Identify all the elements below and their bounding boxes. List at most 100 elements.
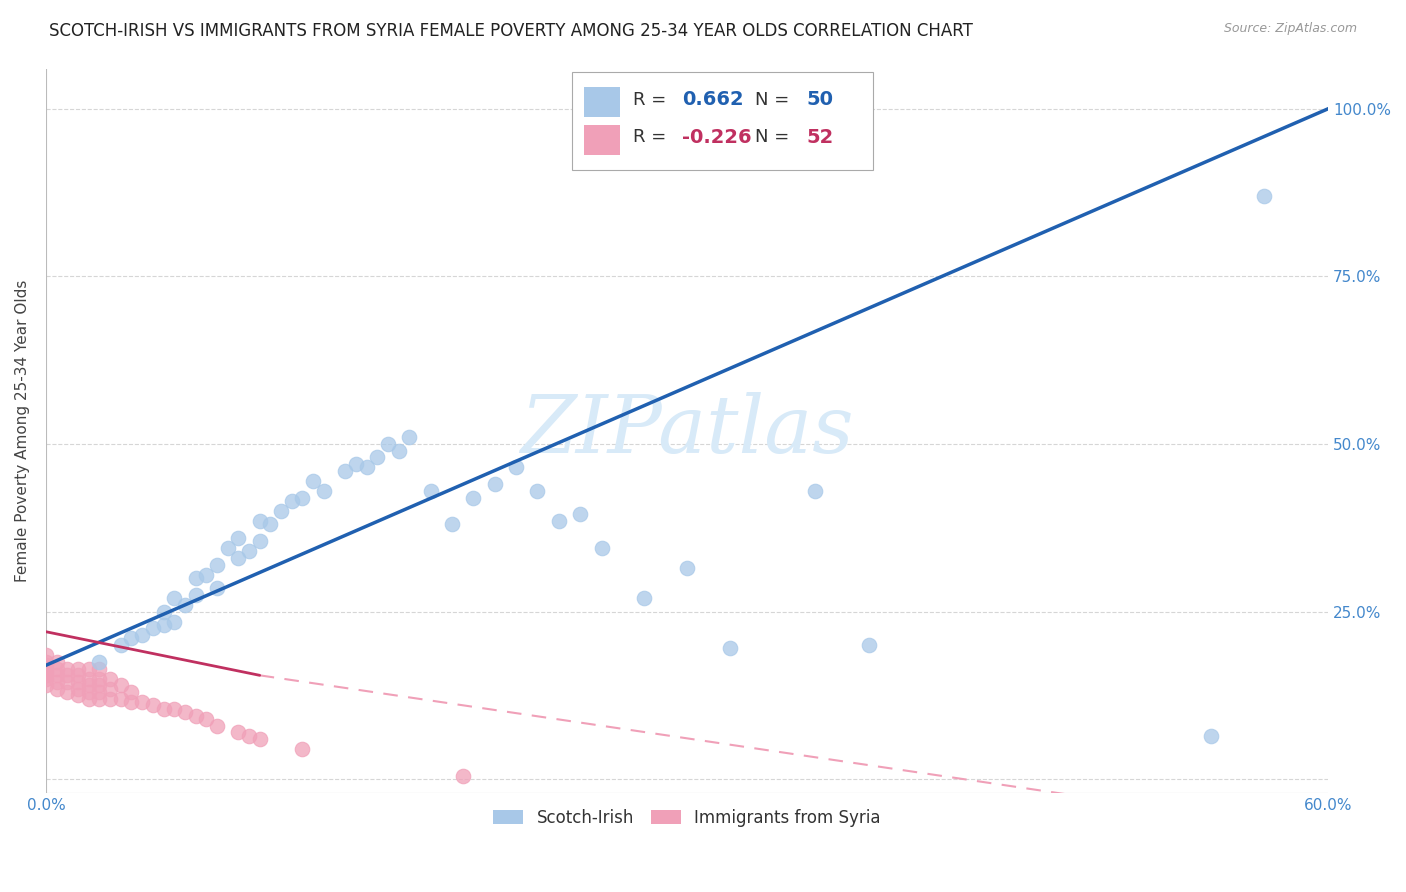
Point: [366, 450, 388, 465]
Point: [858, 638, 880, 652]
Point: [226, 531, 249, 545]
Point: [89, 655, 111, 669]
Point: [35, 665, 58, 679]
Point: [152, 605, 174, 619]
Point: [56, 685, 79, 699]
Point: [451, 769, 474, 783]
Point: [173, 705, 195, 719]
Point: [142, 621, 165, 635]
Point: [226, 551, 249, 566]
Point: [56, 668, 79, 682]
Point: [35, 668, 58, 682]
Point: [152, 618, 174, 632]
Point: [718, 641, 741, 656]
Point: [35, 672, 58, 686]
Point: [163, 702, 186, 716]
Point: [591, 541, 613, 555]
Point: [238, 544, 260, 558]
Point: [110, 691, 132, 706]
Point: [184, 708, 207, 723]
Point: [98, 672, 121, 686]
Point: [110, 678, 132, 692]
Point: [66, 675, 89, 690]
Point: [1253, 189, 1275, 203]
Point: [505, 460, 527, 475]
Point: [259, 517, 281, 532]
Point: [66, 681, 89, 696]
Bar: [585, 87, 620, 117]
Point: [120, 695, 142, 709]
Point: [398, 430, 420, 444]
Point: [89, 678, 111, 692]
Point: [270, 504, 292, 518]
Point: [249, 731, 271, 746]
Point: [184, 571, 207, 585]
Point: [66, 662, 89, 676]
Point: [120, 632, 142, 646]
Point: [45, 668, 67, 682]
Point: [77, 678, 100, 692]
Point: [120, 685, 142, 699]
Point: [291, 491, 314, 505]
Point: [440, 517, 463, 532]
Text: SCOTCH-IRISH VS IMMIGRANTS FROM SYRIA FEMALE POVERTY AMONG 25-34 YEAR OLDS CORRE: SCOTCH-IRISH VS IMMIGRANTS FROM SYRIA FE…: [49, 22, 973, 40]
Point: [77, 691, 100, 706]
Point: [291, 742, 314, 756]
Text: Source: ZipAtlas.com: Source: ZipAtlas.com: [1223, 22, 1357, 36]
Point: [526, 483, 548, 498]
Point: [35, 662, 58, 676]
Legend: Scotch-Irish, Immigrants from Syria: Scotch-Irish, Immigrants from Syria: [485, 800, 889, 835]
Point: [205, 581, 228, 595]
Point: [205, 558, 228, 572]
Point: [89, 662, 111, 676]
Point: [35, 648, 58, 663]
Text: ZIPatlas: ZIPatlas: [520, 392, 853, 469]
Point: [484, 477, 506, 491]
Point: [89, 691, 111, 706]
Text: 52: 52: [806, 128, 834, 147]
Point: [66, 668, 89, 682]
Point: [110, 638, 132, 652]
Point: [56, 662, 79, 676]
Point: [35, 678, 58, 692]
Point: [1199, 729, 1222, 743]
Point: [184, 588, 207, 602]
Point: [419, 483, 441, 498]
Point: [195, 712, 218, 726]
Point: [89, 685, 111, 699]
Point: [142, 698, 165, 713]
Point: [356, 460, 378, 475]
Point: [45, 655, 67, 669]
Text: 0.662: 0.662: [682, 90, 744, 109]
Point: [344, 457, 367, 471]
Point: [377, 437, 399, 451]
Point: [152, 702, 174, 716]
Point: [387, 443, 409, 458]
FancyBboxPatch shape: [572, 72, 873, 169]
Point: [217, 541, 239, 555]
Point: [163, 591, 186, 606]
Point: [280, 494, 302, 508]
Point: [302, 474, 325, 488]
Text: R =: R =: [633, 128, 672, 146]
Point: [547, 514, 569, 528]
Point: [35, 658, 58, 673]
Bar: [585, 125, 620, 154]
Point: [195, 567, 218, 582]
Point: [45, 662, 67, 676]
Point: [77, 662, 100, 676]
Point: [804, 483, 827, 498]
Point: [35, 655, 58, 669]
Point: [66, 689, 89, 703]
Point: [45, 675, 67, 690]
Point: [238, 729, 260, 743]
Point: [569, 508, 592, 522]
Point: [249, 514, 271, 528]
Point: [312, 483, 335, 498]
Point: [226, 725, 249, 739]
Point: [633, 591, 655, 606]
Point: [333, 464, 356, 478]
Text: R =: R =: [633, 91, 672, 109]
Point: [45, 681, 67, 696]
Text: N =: N =: [755, 91, 794, 109]
